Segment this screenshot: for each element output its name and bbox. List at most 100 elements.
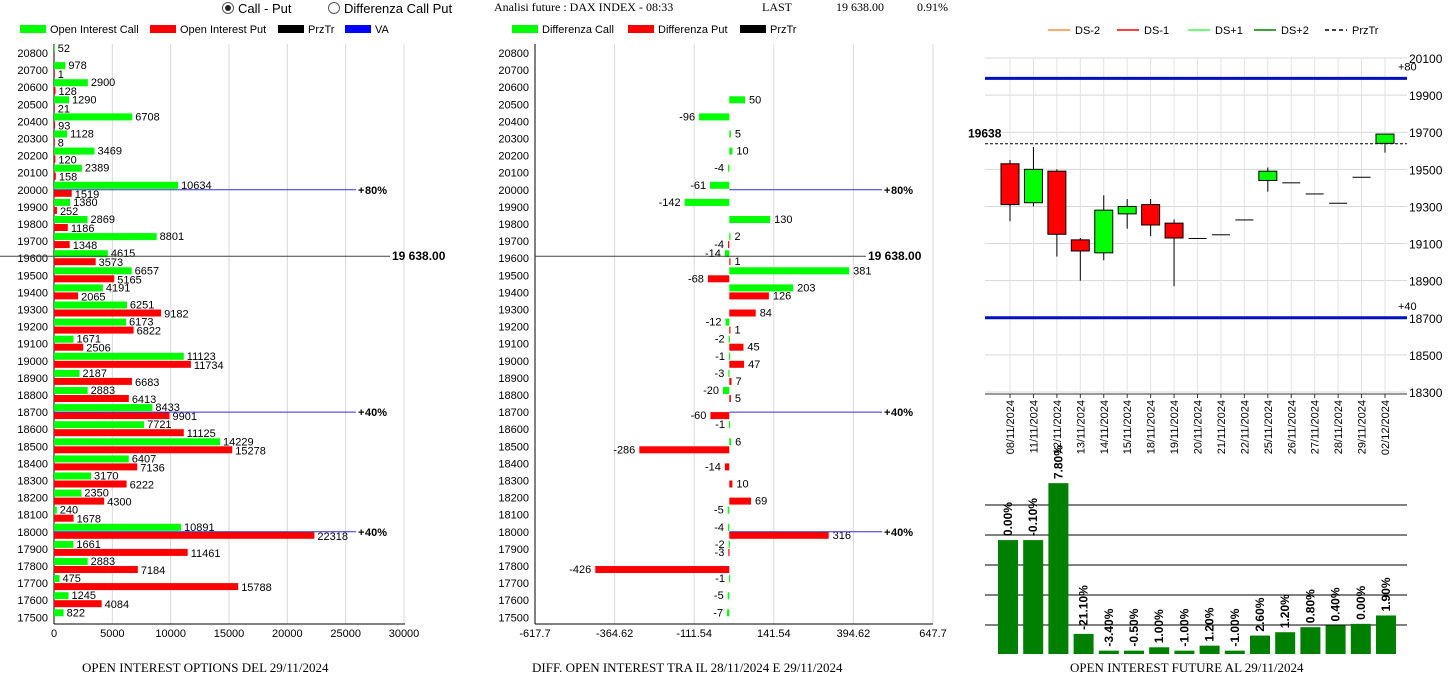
y-tick-label: 18700 — [17, 407, 48, 419]
y-tick-label: 20100 — [1409, 52, 1443, 66]
bar-call-label: 8433 — [155, 402, 179, 414]
bar-put — [54, 446, 233, 454]
bar-call — [54, 164, 82, 172]
legend-swatch — [278, 25, 304, 33]
radio-differenza[interactable]: Differenza Call Put — [328, 0, 452, 16]
bar-diff-put-label: -60 — [691, 410, 707, 422]
bar-put — [54, 531, 315, 539]
bar-put-label: 1348 — [73, 240, 97, 252]
radio-call-put[interactable]: Call - Put — [222, 0, 291, 16]
bar-call-label: 2900 — [91, 77, 115, 89]
bar-put-label: 6413 — [132, 394, 156, 406]
bar-call-label: 475 — [63, 573, 81, 585]
y-tick-label: 19400 — [498, 287, 529, 299]
future-bar-label: -0.10% — [1026, 498, 1040, 536]
bar-diff-put — [729, 497, 751, 505]
bar-diff-call-label: 381 — [853, 265, 871, 277]
va-marker-plus: + — [358, 185, 364, 197]
legend-swatch — [20, 25, 46, 33]
bar-put — [54, 70, 55, 78]
x-tick-label: 08/11/2024 — [1005, 400, 1017, 454]
future-bar-label: 7.80% — [1051, 445, 1065, 479]
przrtr-label: 19 638.00 — [868, 249, 922, 263]
bar-diff-put — [728, 548, 730, 556]
bar-put-label: 8 — [58, 138, 64, 150]
bar-call — [54, 609, 64, 617]
candle-body — [1329, 202, 1348, 204]
bar-diff-put-label: 1 — [734, 325, 740, 337]
y-tick-label: 20700 — [498, 65, 529, 77]
bar-call — [54, 472, 91, 480]
x-tick-label: 14/11/2024 — [1099, 400, 1111, 454]
bar-diff-call — [728, 523, 730, 531]
future-bar — [1048, 483, 1069, 654]
bar-diff-call — [729, 216, 771, 223]
bar-diff-put — [707, 275, 730, 283]
bar-diff-put — [729, 343, 744, 351]
radio-selected-icon[interactable] — [222, 2, 234, 14]
future-bar-label: 0.40% — [1329, 587, 1343, 621]
y-tick-label: 17800 — [17, 561, 48, 573]
y-tick-label: 18800 — [17, 390, 48, 402]
bar-diff-call-label: -5 — [714, 590, 724, 602]
chart4-title: OPEN INTEREST FUTURE AL 29/11/2024 — [1070, 660, 1304, 675]
bar-call — [54, 130, 68, 138]
bar-put — [54, 241, 70, 249]
future-bar-label: 1.90% — [1379, 577, 1393, 611]
future-bar-label: 2.60% — [1253, 597, 1267, 631]
legend-swatch — [628, 25, 654, 33]
bar-diff-call-label: -4 — [714, 163, 724, 175]
x-tick-label: 15/11/2024 — [1122, 400, 1134, 454]
bar-diff-put-label: -4 — [714, 239, 724, 251]
bar-put-label: 7136 — [140, 462, 164, 474]
future-bar — [1350, 623, 1371, 654]
bar-diff-call-label: 5 — [735, 129, 741, 141]
y-tick-label: 17600 — [498, 595, 529, 607]
x-tick-label: 394.62 — [837, 628, 871, 640]
bar-call-label: 1671 — [76, 334, 100, 346]
y-tick-label: 20800 — [498, 48, 529, 60]
x-tick-label: 25000 — [330, 628, 361, 640]
bar-call — [54, 233, 157, 241]
bar-diff-call-label: -1 — [715, 351, 725, 363]
bar-put — [54, 463, 138, 471]
bar-call — [54, 489, 82, 497]
y-tick-label: 19700 — [17, 236, 48, 248]
bar-diff-call — [728, 575, 731, 583]
y-tick-label: 20500 — [498, 99, 529, 111]
radio-unselected-icon[interactable] — [328, 2, 340, 14]
y-tick-label: 20100 — [17, 168, 48, 180]
y-tick-label: 18300 — [17, 476, 48, 488]
bar-call-label: 2187 — [83, 368, 107, 380]
x-tick-label: 30000 — [389, 628, 420, 640]
bar-diff-put-label: -286 — [613, 444, 635, 456]
bar-call — [54, 301, 127, 309]
bar-diff-put-label: 84 — [760, 308, 772, 320]
bar-diff-put — [729, 531, 829, 539]
x-tick-label: 12/11/2024 — [1052, 400, 1064, 454]
bar-diff-call-label: -1 — [715, 573, 725, 585]
bar-put — [54, 566, 138, 573]
x-tick-label: 28/11/2024 — [1333, 400, 1345, 454]
future-bar — [1275, 632, 1296, 654]
chart2-title: DIFF. OPEN INTEREST TRA IL 28/11/2024 E … — [532, 660, 843, 675]
y-tick-label: 19200 — [17, 322, 48, 334]
radio-differenza-label: Differenza Call Put — [344, 0, 453, 16]
va-marker-plus: + — [358, 407, 364, 419]
bar-diff-call — [727, 609, 730, 617]
bar-call-label: 11123 — [187, 351, 216, 363]
bar-put-label: 120 — [58, 155, 76, 167]
bar-call-label: 2350 — [84, 488, 108, 500]
x-tick-label: 27/11/2024 — [1310, 400, 1322, 454]
bar-diff-call-label: -96 — [679, 111, 695, 123]
va-marker-plus: + — [884, 407, 890, 419]
y-tick-label: 19800 — [17, 219, 48, 231]
bar-diff-call — [729, 96, 746, 104]
bar-diff-call-label: 2 — [734, 231, 740, 243]
bar-call — [54, 284, 103, 292]
bar-call-label: 52 — [58, 43, 70, 55]
y-tick-label: 17500 — [498, 612, 529, 624]
level-label: +80 — [1398, 61, 1417, 73]
candle-body — [1305, 193, 1324, 195]
legend-swatch — [740, 25, 766, 33]
